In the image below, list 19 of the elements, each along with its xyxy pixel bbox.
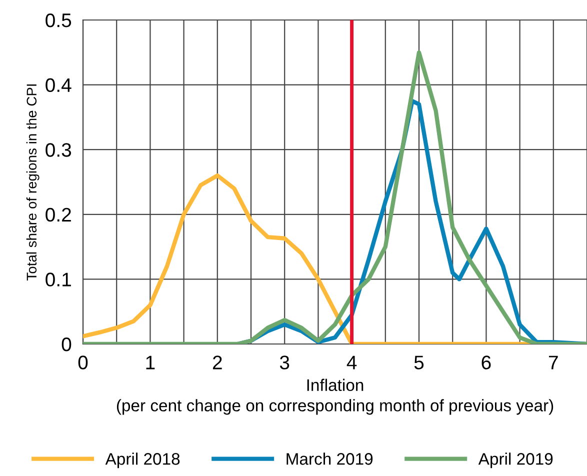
y-axis-title: Total share of regions in the CPI	[26, 84, 40, 280]
x-tick-label: 3	[280, 356, 290, 370]
legend-label: April 2019	[478, 452, 553, 468]
x-tick-label: 0	[78, 356, 88, 370]
x-tick-label: 6	[482, 356, 491, 370]
y-tick-label: 0.2	[46, 208, 71, 222]
legend-label: March 2019	[286, 452, 373, 465]
x-tick-label: 7	[548, 356, 558, 370]
x-tick-label: 4	[346, 356, 357, 370]
y-tick-label: 0.1	[46, 272, 71, 286]
x-tick-label: 1	[146, 356, 155, 370]
legend-label: April 2018	[105, 452, 180, 468]
y-tick-label: 0.5	[46, 13, 72, 28]
y-tick-label: 0	[62, 337, 72, 352]
x-axis-title: Inflation (per cent change on corresponding month of previous year)	[116, 378, 554, 415]
y-tick-label: 0.3	[46, 143, 72, 157]
x-tick-label: 5	[414, 356, 424, 370]
x-tick-label: 2	[212, 356, 222, 370]
y-tick-label: 0.4	[46, 78, 72, 92]
